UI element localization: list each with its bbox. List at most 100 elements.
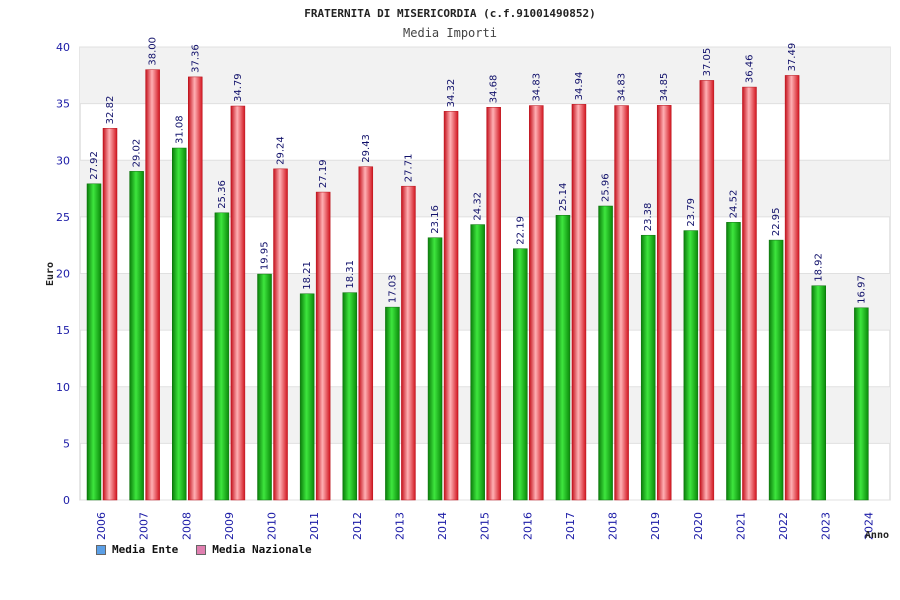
value-label: 38.00 (148, 37, 159, 66)
bar-media-nazionale (784, 75, 800, 501)
bar-media-ente (257, 273, 272, 501)
legend: Media Ente Media Nazionale (96, 543, 312, 556)
value-label: 18.92 (814, 253, 825, 282)
y-tick-label: 15 (56, 324, 70, 337)
x-tick-label: 2015 (479, 512, 492, 540)
value-label: 24.32 (473, 192, 484, 221)
y-tick-label: 10 (56, 381, 70, 394)
bar-media-nazionale (699, 80, 715, 501)
bar-media-ente (768, 239, 784, 501)
y-tick-label: 35 (56, 98, 70, 111)
value-label: 27.92 (89, 151, 100, 180)
value-label: 16.97 (856, 275, 867, 304)
bar-media-nazionale (443, 111, 459, 501)
value-label: 23.79 (686, 198, 697, 227)
bar-media-ente (854, 307, 869, 501)
bar-media-ente (470, 224, 485, 501)
bar-media-nazionale (486, 106, 501, 501)
value-label: 29.02 (132, 139, 143, 168)
value-label: 34.79 (233, 73, 244, 102)
bars (86, 69, 869, 501)
x-tick-label: 2016 (521, 512, 534, 540)
x-tick-label: 2011 (308, 512, 321, 540)
value-label: 18.21 (302, 261, 313, 290)
value-label: 27.71 (403, 154, 414, 183)
bar-media-nazionale (401, 185, 416, 501)
bar-media-nazionale (656, 105, 672, 501)
y-tick-label: 30 (56, 154, 70, 167)
bar-media-ente (342, 292, 358, 501)
value-label: 34.83 (617, 73, 628, 102)
chart-subtitle: Media Importi (403, 26, 497, 40)
value-label: 31.08 (174, 115, 185, 144)
legend-item-media-ente: Media Ente (96, 543, 178, 556)
bar-media-nazionale (230, 105, 246, 501)
value-label: 19.95 (260, 241, 271, 270)
value-label: 37.05 (702, 48, 713, 77)
bar-media-ente (683, 230, 699, 501)
bar-media-ente (427, 237, 443, 501)
y-axis: 0 5 10 15 20 25 30 35 40 (56, 41, 70, 507)
value-label: 22.19 (515, 216, 526, 245)
bar-media-ente (299, 293, 315, 501)
bar-media-nazionale (315, 191, 331, 501)
bar-media-ente (555, 215, 571, 501)
x-tick-label: 2013 (393, 512, 406, 540)
value-label: 34.94 (574, 72, 585, 101)
bar-media-nazionale (358, 166, 374, 501)
bar-media-ente (513, 248, 528, 501)
value-label: 34.68 (489, 75, 500, 104)
legend-swatch-media-ente (96, 544, 106, 555)
chart-title: FRATERNITA DI MISERICORDIA (c.f.91001490… (304, 7, 595, 20)
legend-label-media-ente: Media Ente (112, 543, 179, 556)
y-tick-label: 20 (56, 268, 70, 281)
x-tick-label: 2007 (138, 512, 151, 540)
value-label: 29.24 (276, 136, 287, 165)
legend-label-media-nazionale: Media Nazionale (212, 543, 312, 556)
bar-media-ente (726, 222, 741, 501)
legend-item-media-nazionale: Media Nazionale (196, 543, 312, 556)
value-label: 25.14 (558, 183, 569, 212)
value-label: 18.31 (345, 260, 356, 289)
x-tick-label: 2009 (223, 512, 236, 540)
x-tick-label: 2018 (607, 512, 620, 540)
x-tick-label: 2023 (820, 512, 833, 540)
x-tick-label: 2019 (649, 512, 662, 540)
y-axis-label: Euro (45, 262, 56, 286)
x-tick-label: 2017 (564, 512, 577, 540)
value-label: 24.52 (728, 190, 739, 219)
bar-media-nazionale (571, 104, 587, 501)
bar-media-nazionale (614, 105, 629, 501)
bar-media-nazionale (529, 105, 544, 501)
x-tick-label: 2022 (777, 512, 790, 540)
value-label: 22.95 (771, 207, 782, 236)
bar-media-ente (172, 147, 187, 501)
x-axis: 2006 2007 2008 2009 2010 2011 2012 2013 2014 2015… (95, 512, 875, 540)
bar-media-nazionale (188, 76, 203, 501)
x-tick-label: 2024 (862, 512, 875, 540)
value-label: 23.38 (643, 203, 654, 232)
value-label: 27.19 (318, 159, 329, 188)
value-label: 34.85 (659, 73, 670, 102)
bar-media-nazionale (102, 128, 118, 501)
value-label: 36.46 (744, 54, 755, 83)
value-label: 23.16 (430, 205, 441, 234)
bar-media-nazionale (145, 69, 160, 501)
y-tick-label: 5 (63, 437, 70, 450)
bar-media-ente (86, 183, 102, 501)
value-labels: 27.92 32.82 29.02 38.00 31.08 37.36 25.36 34.79… (89, 37, 867, 304)
bar-media-nazionale (742, 86, 757, 501)
value-label: 34.83 (531, 73, 542, 102)
value-label: 34.32 (446, 79, 457, 108)
bar-media-ente (385, 306, 400, 501)
y-tick-label: 25 (56, 211, 70, 224)
x-tick-label: 2012 (351, 512, 364, 540)
bar-media-ente (129, 171, 144, 501)
bar-media-nazionale (273, 168, 288, 501)
x-tick-label: 2014 (436, 512, 449, 540)
bar-media-ente (811, 285, 826, 501)
x-tick-label: 2021 (734, 512, 747, 540)
bar-media-ente (214, 212, 230, 501)
value-label: 37.36 (190, 44, 201, 73)
